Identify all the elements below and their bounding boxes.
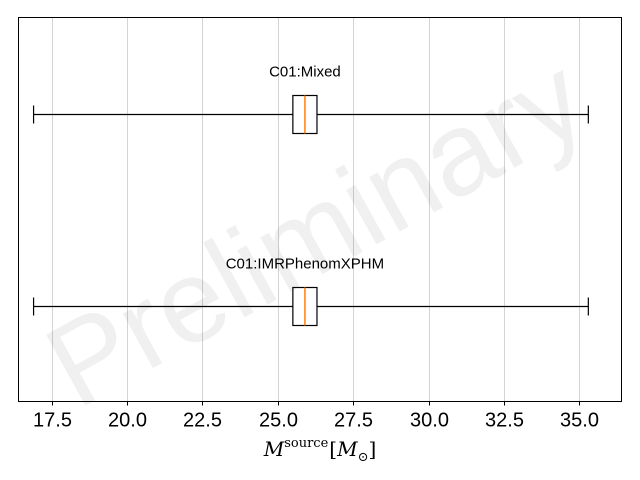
x-tick-label: 17.5: [33, 410, 72, 432]
x-tick-label: 32.5: [485, 410, 524, 432]
x-tick-label: 22.5: [183, 410, 222, 432]
x-axis-label-unit-sub: ⊙: [358, 450, 369, 465]
x-tick-label: 35.0: [560, 410, 599, 432]
x-axis-label-superscript: source: [284, 436, 328, 451]
x-axis-label: Msource[M⊙]: [263, 436, 377, 465]
x-tick-label: 30.0: [410, 410, 449, 432]
x-tick-label: 27.5: [334, 410, 373, 432]
preliminary-watermark: Preliminary: [26, 32, 606, 434]
grid-lines: [52, 17, 580, 402]
x-axis-label-unit-close: ]: [368, 437, 376, 461]
box-2: C01:IMRPhenomXPHM: [32, 256, 589, 327]
x-tick-label: 20.0: [108, 410, 147, 432]
boxes: C01:Mixed C01:IMRPhenomXPHM: [32, 64, 589, 327]
x-axis-label-symbol: M: [263, 437, 285, 461]
plot-area-frame: [18, 17, 622, 402]
x-axis-label-unit-symbol: M: [336, 437, 358, 461]
x-axis-label-unit-open: [: [329, 437, 337, 461]
x-axis-ticks: 17.5 20.0 22.5 25.0 27.5 30.0 32.5 35.0: [33, 401, 599, 432]
box-label: C01:IMRPhenomXPHM: [226, 256, 384, 273]
x-tick-label: 25.0: [259, 410, 298, 432]
box-1: C01:Mixed: [32, 64, 589, 135]
box-label: C01:Mixed: [269, 64, 341, 81]
